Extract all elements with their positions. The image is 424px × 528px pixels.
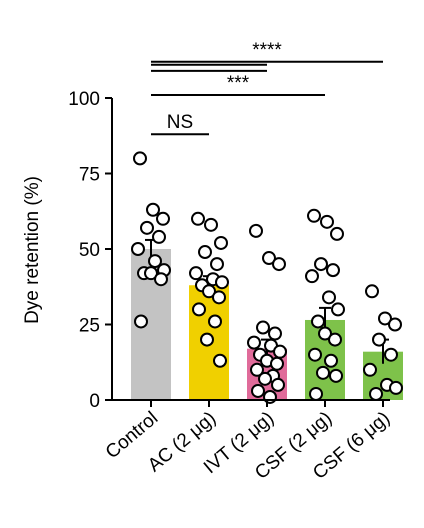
- data-point: [369, 386, 383, 401]
- data-point: [140, 220, 154, 235]
- data-point: [152, 229, 166, 244]
- data-point: [272, 257, 286, 272]
- data-point: [213, 353, 227, 368]
- data-point: [365, 284, 379, 299]
- data-point: [189, 266, 203, 281]
- y-tick-label: 75: [79, 165, 100, 186]
- data-point: [148, 254, 162, 269]
- data-point: [330, 226, 344, 241]
- data-point: [331, 302, 345, 317]
- data-point: [256, 320, 270, 335]
- data-point: [388, 317, 402, 332]
- data-point: [198, 245, 212, 260]
- data-point: [384, 347, 398, 362]
- data-point: [210, 257, 224, 272]
- data-point: [250, 362, 264, 377]
- y-axis-title: Dye retention (%): [22, 176, 43, 324]
- data-point: [204, 217, 218, 232]
- data-point: [372, 332, 386, 347]
- data-point: [247, 335, 261, 350]
- data-point: [134, 314, 148, 329]
- data-point: [328, 332, 342, 347]
- significance-label: ***: [227, 73, 250, 94]
- data-point: [320, 214, 334, 229]
- data-point: [389, 380, 403, 395]
- data-point: [249, 223, 263, 238]
- data-point: [318, 326, 332, 341]
- data-point: [271, 377, 285, 392]
- data-point: [322, 290, 336, 305]
- data-point: [307, 208, 321, 223]
- data-point: [251, 383, 265, 398]
- y-tick-label: 100: [68, 89, 100, 110]
- data-point: [212, 290, 226, 305]
- data-point: [324, 353, 338, 368]
- significance-layer: NS *******: [151, 40, 383, 136]
- data-point: [262, 251, 276, 266]
- data-point: [378, 311, 392, 326]
- data-point: [268, 326, 282, 341]
- data-point: [146, 202, 160, 217]
- points-layer: [131, 151, 403, 404]
- data-point: [309, 386, 323, 401]
- data-point: [273, 344, 287, 359]
- significance-label: NS: [167, 112, 193, 133]
- significance-label: ****: [252, 40, 282, 61]
- data-point: [263, 389, 277, 404]
- data-point: [215, 275, 229, 290]
- data-point: [144, 266, 158, 281]
- data-point: [214, 235, 228, 250]
- data-point: [305, 269, 319, 284]
- data-point: [314, 257, 328, 272]
- data-point: [202, 284, 216, 299]
- data-point: [192, 302, 206, 317]
- data-point: [308, 347, 322, 362]
- data-point: [208, 314, 222, 329]
- data-point: [133, 151, 147, 166]
- data-point: [200, 332, 214, 347]
- data-point: [311, 314, 325, 329]
- data-point: [329, 368, 343, 383]
- data-point: [326, 263, 340, 278]
- y-tick-label: 50: [79, 240, 100, 261]
- data-point: [270, 356, 284, 371]
- y-tick-label: 0: [89, 391, 100, 412]
- y-tick-label: 25: [79, 316, 100, 337]
- data-point: [154, 272, 168, 287]
- data-point: [316, 365, 330, 380]
- data-point: [363, 362, 377, 377]
- data-point: [258, 371, 272, 386]
- data-point: [156, 211, 170, 226]
- data-point: [191, 211, 205, 226]
- data-point: [131, 242, 145, 256]
